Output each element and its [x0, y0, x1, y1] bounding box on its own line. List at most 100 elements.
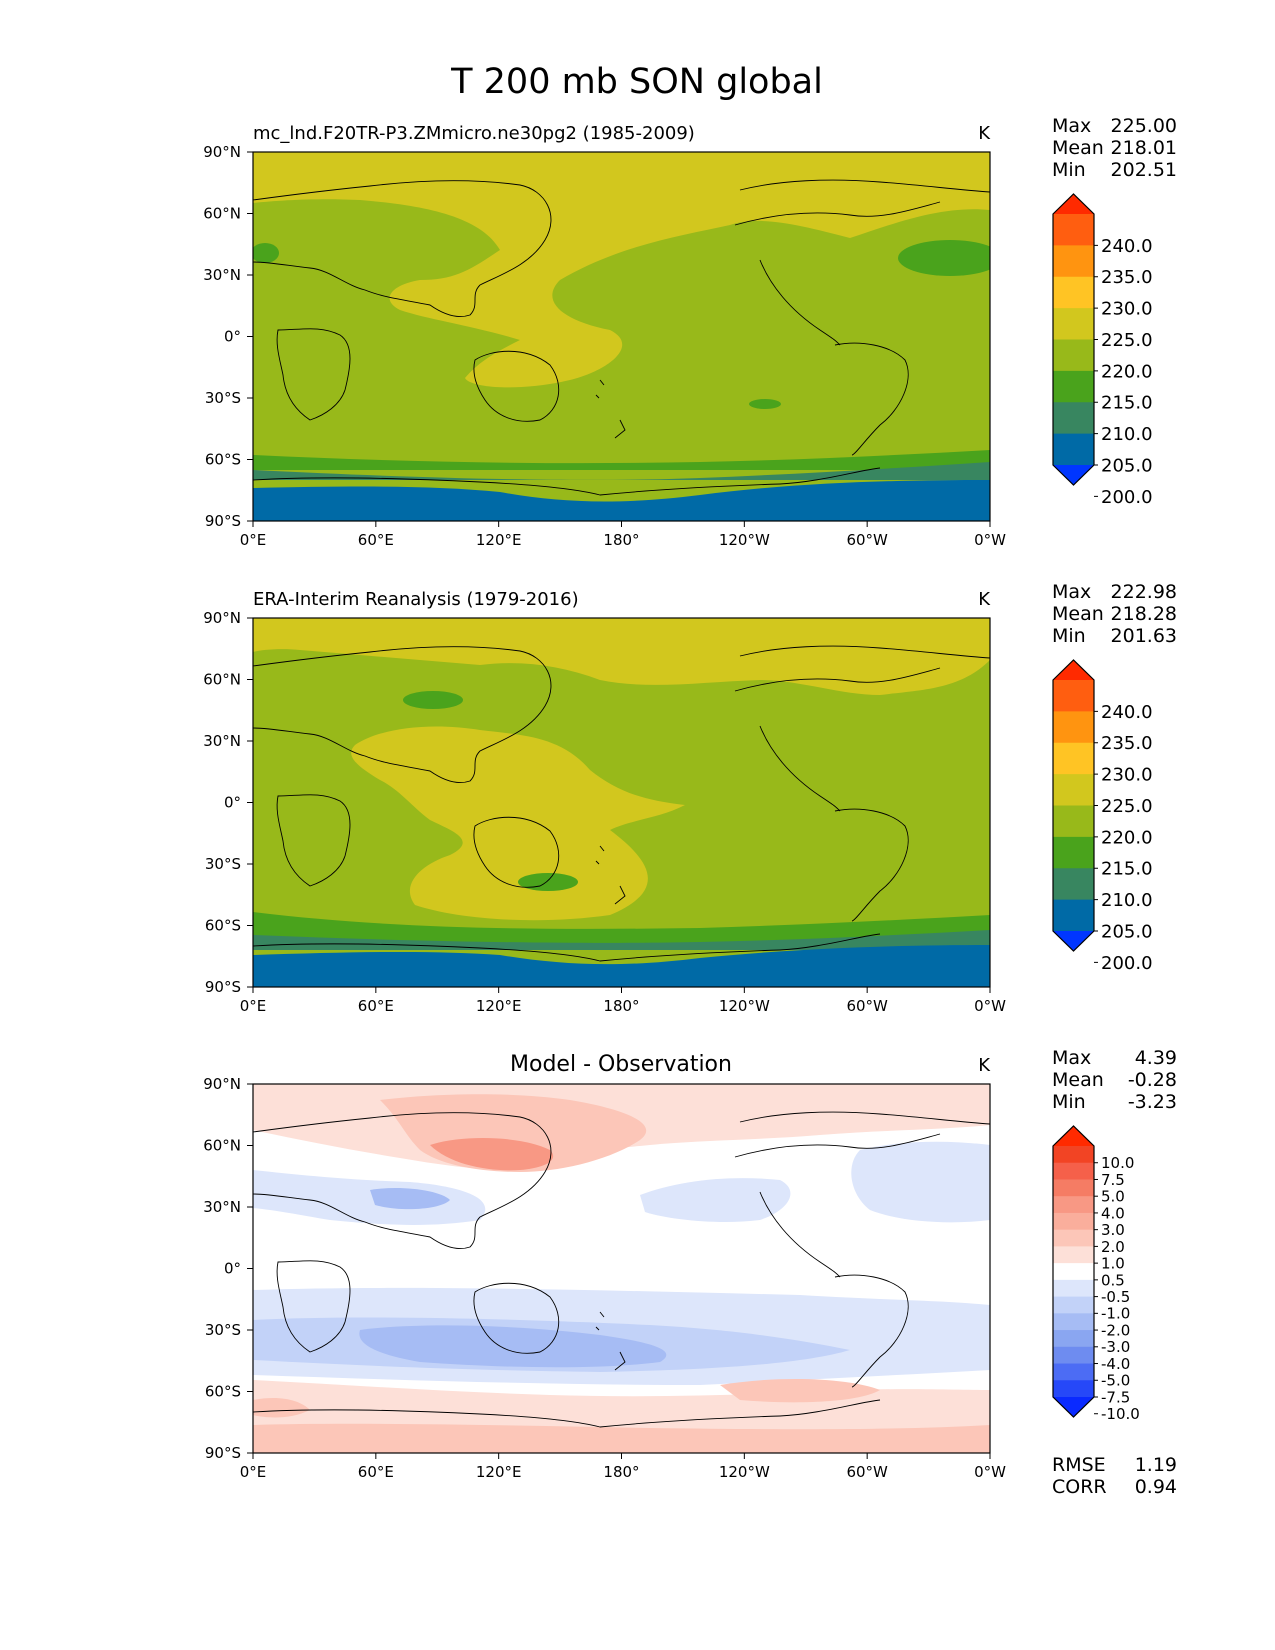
difference-ytick-label: 30°N	[203, 1198, 241, 1216]
observation-colorbar-segment	[1053, 805, 1094, 838]
model-colorbar-extend-max	[1053, 194, 1094, 214]
difference-colorbar-label: 10.0	[1101, 1154, 1134, 1172]
observation-xtick-label: 60°W	[846, 997, 888, 1015]
difference-colorbar-segment	[1053, 1196, 1094, 1214]
difference-stat-label: Mean	[1052, 1069, 1104, 1091]
difference-xtick-label: 180°	[603, 1463, 639, 1481]
model-colorbar-label: 230.0	[1101, 299, 1153, 320]
model-colorbar-label: 215.0	[1101, 393, 1153, 414]
difference-colorbar-label: -5.0	[1101, 1372, 1130, 1390]
observation-ytick-label: 90°S	[205, 978, 241, 996]
difference-ytick-label: 0°	[224, 1260, 241, 1278]
model-ytick-label: 30°N	[203, 266, 241, 284]
difference-colorbar-segment	[1053, 1330, 1094, 1348]
observation-colorbar: 240.0 235.0 230.0 225.0 220.0 215.0 210.0 205.0…	[1052, 659, 1153, 974]
observation-colorbar-label: 235.0	[1101, 733, 1153, 754]
difference-colorbar-label: 4.0	[1101, 1204, 1125, 1222]
difference-xtick-label: 120°E	[476, 1463, 522, 1481]
model-ytick-label: 0°	[224, 328, 241, 346]
observation-stat-label: Max	[1052, 581, 1091, 603]
difference-stat-label: Min	[1052, 1091, 1086, 1113]
model-xtick-label: 60°W	[846, 531, 888, 549]
model-colorbar-extend-min	[1053, 465, 1094, 485]
model-colorbar-segment	[1053, 214, 1094, 246]
difference-colorbar-label: -10.0	[1101, 1405, 1140, 1423]
observation-stat-value: 222.98	[1111, 581, 1177, 603]
difference-field-map	[253, 1084, 990, 1453]
difference-stat-label: Max	[1052, 1047, 1091, 1069]
panel-observation: ERA-Interim Reanalysis (1979-2016) K 0°E…	[203, 581, 1177, 1015]
observation-colorbar-segment	[1053, 742, 1094, 775]
difference-xtick-label: 0°E	[240, 1463, 267, 1481]
difference-stat-value: -3.23	[1128, 1091, 1177, 1113]
difference-colorbar-segment	[1053, 1346, 1094, 1365]
model-ytick-label: 90°N	[203, 143, 241, 161]
model-stat-label: Max	[1052, 115, 1091, 137]
observation-stat-value: 218.28	[1111, 603, 1177, 625]
model-colorbar-segment	[1053, 402, 1094, 435]
difference-colorbar-segment	[1053, 1229, 1094, 1247]
difference-ytick-label: 90°S	[205, 1444, 241, 1462]
observation-colorbar-label: 230.0	[1101, 765, 1153, 786]
observation-xtick-label: 60°E	[358, 997, 394, 1015]
observation-stat-value: 201.63	[1111, 625, 1177, 647]
difference-colorbar-segment	[1053, 1246, 1094, 1264]
difference-colorbar: 10.07.55.04.03.02.01.00.5-0.5-1.0-2.0-3.…	[1052, 1125, 1140, 1423]
observation-colorbar-label: 210.0	[1101, 890, 1153, 911]
model-ytick-label: 60°S	[205, 451, 241, 469]
difference-colorbar-label: -0.5	[1101, 1288, 1130, 1306]
observation-colorbar-segment	[1053, 774, 1094, 806]
difference-metric-label: RMSE	[1052, 1454, 1106, 1476]
observation-ytick-label: 90°N	[203, 609, 241, 627]
observation-colorbar-label: 240.0	[1101, 702, 1153, 723]
panel-difference: Model - Observation K 0°E 60°E 120°E 180° 12…	[203, 1047, 1177, 1498]
model-xtick-label: 120°E	[476, 531, 522, 549]
difference-ytick-label: 30°S	[205, 1321, 241, 1339]
observation-units-label: K	[978, 589, 991, 610]
observation-coastlines	[253, 645, 990, 962]
difference-colorbar-label: 5.0	[1101, 1188, 1125, 1206]
observation-colorbar-label: 215.0	[1101, 859, 1153, 880]
observation-field-map	[253, 618, 990, 987]
difference-metric-value: 0.94	[1135, 1476, 1177, 1498]
observation-colorbar-segment	[1053, 680, 1094, 712]
model-xtick-label: 0°W	[974, 531, 1006, 549]
difference-colorbar-extend-max	[1053, 1126, 1094, 1146]
observation-colorbar-extend-max	[1053, 660, 1094, 680]
difference-ytick-label: 60°S	[205, 1383, 241, 1401]
difference-stat-value: -0.28	[1128, 1069, 1177, 1091]
model-colorbar-label: 210.0	[1101, 424, 1153, 445]
model-colorbar-label: 225.0	[1101, 330, 1153, 351]
observation-ytick-label: 60°N	[203, 671, 241, 689]
observation-stat-label: Min	[1052, 625, 1086, 647]
model-colorbar-segment	[1053, 245, 1094, 278]
model-colorbar-segment	[1053, 339, 1094, 372]
difference-xtick-label: 60°W	[846, 1463, 888, 1481]
observation-colorbar-segment	[1053, 899, 1094, 932]
difference-colorbar-label: -3.0	[1101, 1338, 1130, 1356]
model-xtick-label: 0°E	[240, 531, 267, 549]
model-colorbar-label: 235.0	[1101, 267, 1153, 288]
model-colorbar: 240.0 235.0 230.0 225.0 220.0 215.0 210.0 205.0…	[1052, 193, 1153, 508]
model-field-map	[253, 152, 990, 521]
model-stat-value: 202.51	[1111, 159, 1177, 181]
difference-xtick-label: 60°E	[358, 1463, 394, 1481]
observation-ytick-label: 60°S	[205, 917, 241, 935]
difference-colorbar-label: -4.0	[1101, 1355, 1130, 1373]
model-ytick-label: 90°S	[205, 512, 241, 530]
observation-subtitle-left: ERA-Interim Reanalysis (1979-2016)	[253, 589, 579, 610]
difference-colorbar-segment	[1053, 1296, 1094, 1314]
model-subtitle-left: mc_lnd.F20TR-P3.ZMmicro.ne30pg2 (1985-20…	[253, 123, 695, 144]
model-stat-value: 218.01	[1111, 137, 1177, 159]
observation-xtick-label: 120°W	[719, 997, 770, 1015]
model-xtick-label: 60°E	[358, 531, 394, 549]
difference-ytick-label: 60°N	[203, 1137, 241, 1155]
figure-title: T 200 mb SON global	[450, 62, 823, 102]
model-colorbar-label: 220.0	[1101, 361, 1153, 382]
model-colorbar-segment	[1053, 433, 1094, 466]
observation-tick-labels: 0°E 60°E 120°E 180° 120°W 60°W 0°W 90°N 60°N 30°N…	[203, 609, 1006, 1015]
observation-colorbar-label: 220.0	[1101, 827, 1153, 848]
difference-colorbar-segment	[1053, 1179, 1094, 1197]
observation-xtick-label: 180°	[603, 997, 639, 1015]
